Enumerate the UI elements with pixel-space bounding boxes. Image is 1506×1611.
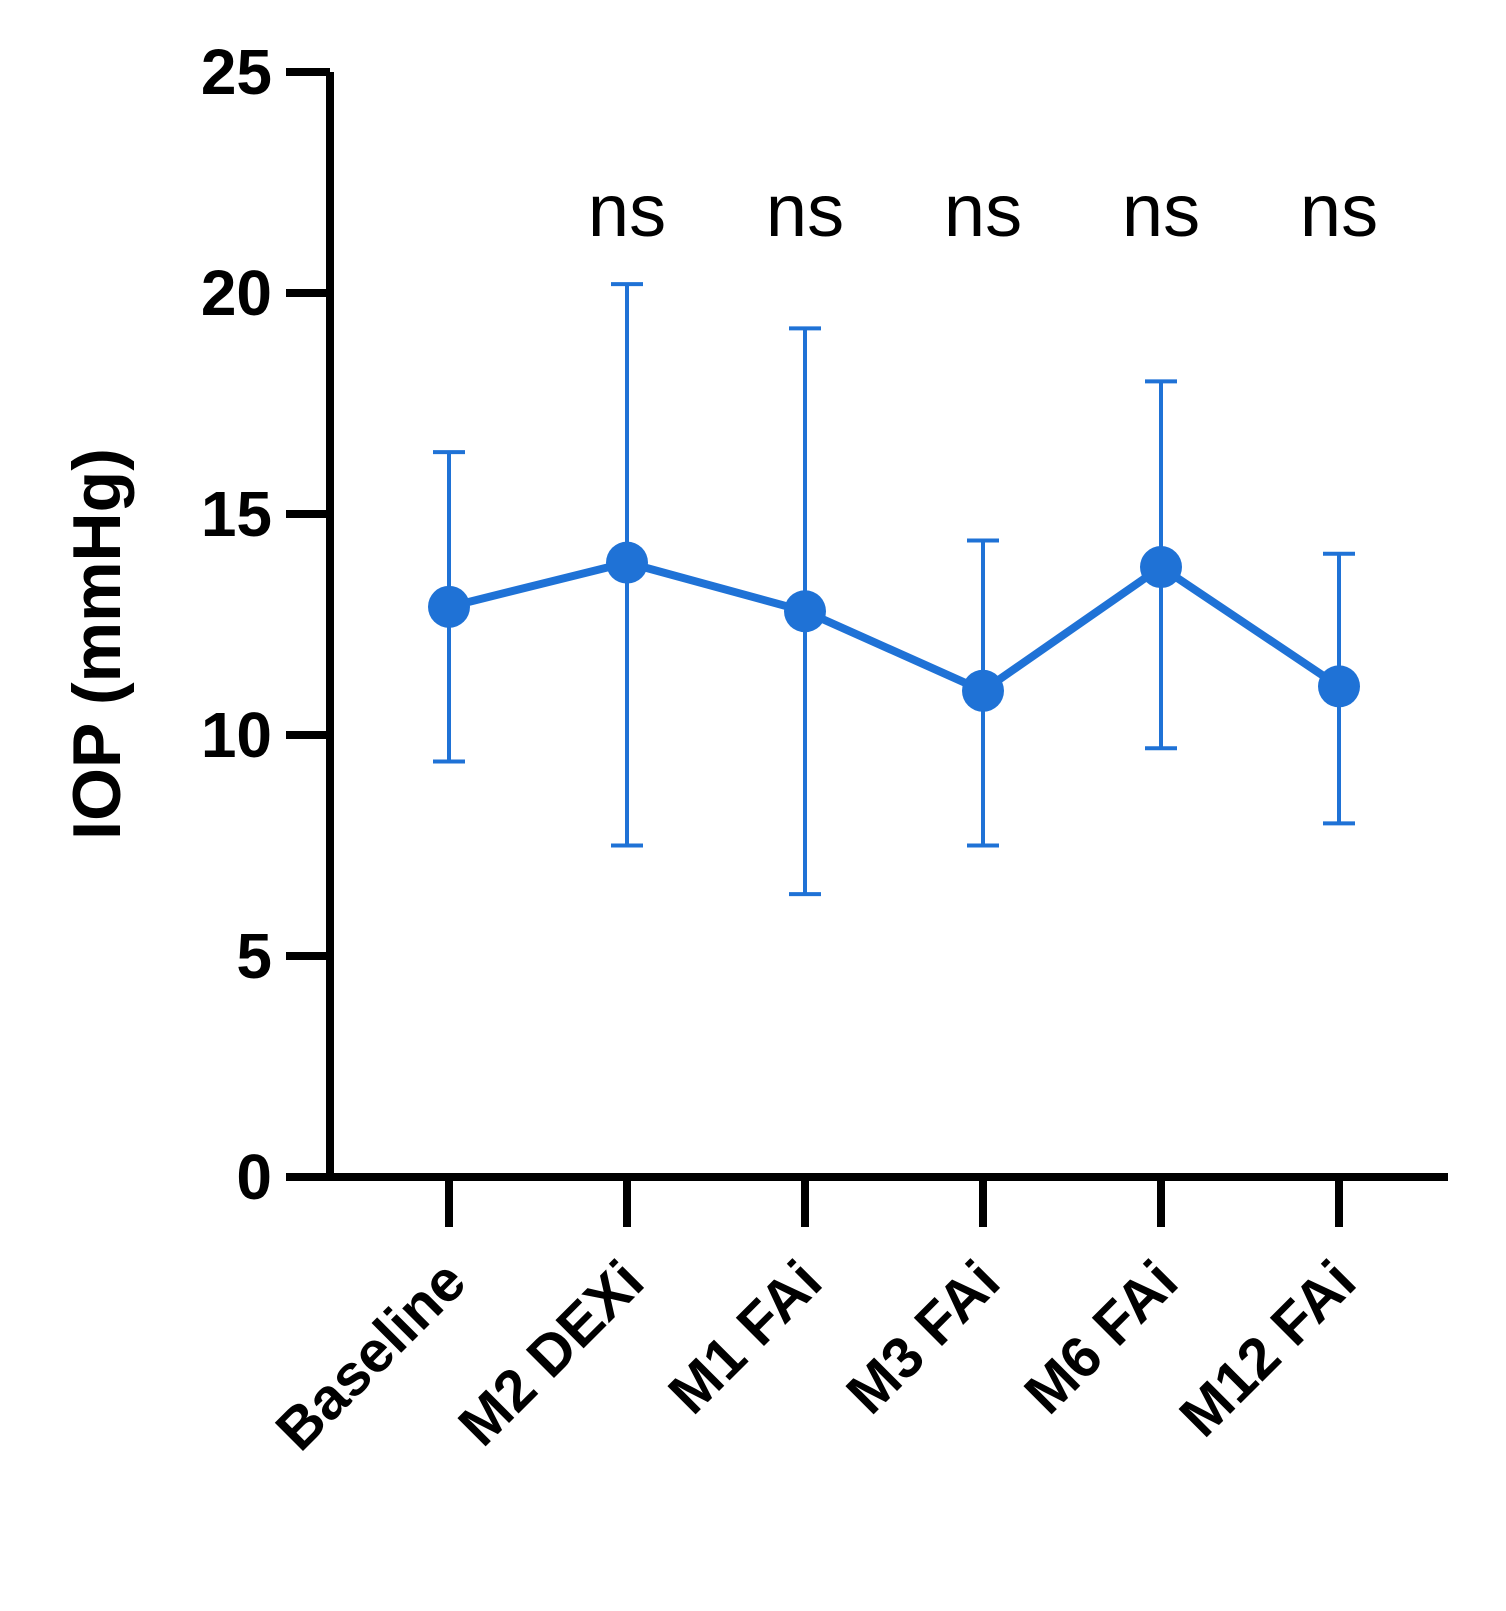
x-category-label: M12 FAi [1167,1248,1368,1449]
series-line-group [448,558,1342,695]
y-tick-label: 10 [201,699,272,771]
y-tick-label: 0 [236,1141,272,1213]
error-bars [433,282,1355,897]
series-line [448,558,1342,695]
y-tick-label: 25 [201,36,272,108]
x-category-label: M1 FAi [656,1248,834,1426]
x-category-label: Baseline [264,1248,479,1463]
data-point [428,585,470,628]
y-tick-label: 15 [201,478,272,550]
y-axis: 0 5 10 15 20 25 [201,36,334,1213]
data-points [428,541,1360,712]
x-category-label: M2 DEXi [446,1248,656,1458]
x-category-label: M6 FAi [1012,1248,1190,1426]
significance-annotations: ns ns ns ns ns [588,169,1378,252]
data-point [1318,665,1360,708]
x-category-label: M3 FAi [834,1248,1012,1426]
data-point [606,541,648,584]
data-point [1140,546,1182,589]
significance-label: ns [766,169,844,252]
data-point [962,669,1004,712]
significance-label: ns [1122,169,1200,252]
y-tick-label: 20 [201,257,272,329]
significance-label: ns [1300,169,1378,252]
significance-label: ns [588,169,666,252]
data-point [784,590,826,633]
significance-label: ns [944,169,1022,252]
y-axis-title: IOP (mmHg) [59,448,135,840]
y-tick-label: 5 [236,920,272,992]
